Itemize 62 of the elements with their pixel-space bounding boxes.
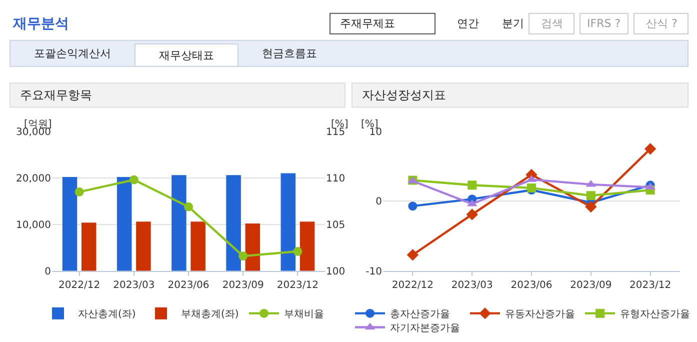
legend-label: 부채비율 — [284, 309, 324, 320]
text: 분기 — [502, 17, 524, 30]
bar — [172, 175, 186, 271]
x-tick-label: 2023/06 — [510, 280, 552, 291]
legend-label: 자기자본증가율 — [390, 323, 460, 334]
legend-label: 자산총계(좌) — [78, 309, 136, 320]
bar — [136, 222, 151, 271]
x-tick-label: 2023/03 — [451, 280, 493, 291]
text: 재무분석 — [12, 16, 69, 32]
point — [238, 252, 248, 261]
point — [408, 202, 418, 211]
text: 재무상태표 — [159, 49, 214, 62]
text: 포괄손익계산서 — [34, 47, 111, 60]
x-tick-label: 2023/09 — [570, 280, 612, 291]
x-tick-label: 2023/12 — [630, 280, 672, 291]
bar — [280, 173, 296, 271]
bar — [62, 177, 78, 271]
bar — [245, 224, 260, 271]
point — [74, 187, 84, 196]
y-tick-label: 20,000 — [16, 173, 51, 184]
bar — [116, 177, 132, 271]
y-tick-label: 0 — [376, 196, 382, 208]
text: 주재무제표 — [340, 17, 395, 30]
point — [644, 143, 656, 155]
y-tick-label: 10,000 — [16, 220, 51, 231]
legend-label: 총자산증가율 — [390, 309, 450, 320]
x-tick-label: 2023/06 — [168, 280, 210, 291]
x-tick-label: 2023/09 — [222, 280, 264, 291]
point — [585, 200, 597, 213]
y2-tick-label: 100 — [326, 266, 346, 278]
y2-tick-label: 105 — [326, 220, 346, 231]
bar — [300, 222, 315, 271]
x-tick-label: 2023/12 — [276, 280, 318, 291]
point — [468, 180, 477, 190]
point — [466, 208, 478, 220]
point — [129, 175, 138, 184]
point — [527, 183, 536, 192]
point — [184, 202, 193, 212]
bar — [190, 222, 206, 271]
x-tick-label: 2022/12 — [392, 280, 434, 291]
point — [293, 246, 302, 256]
y-tick-label: -10 — [366, 266, 382, 278]
bar — [226, 175, 241, 271]
y2-axis-title: [%] — [331, 119, 348, 130]
text: 연간 — [457, 17, 479, 30]
text: IFRS ? — [587, 17, 621, 30]
text: 검색 — [541, 17, 563, 30]
point — [586, 191, 596, 200]
bar — [81, 222, 96, 271]
y-tick-label: 0 — [44, 266, 51, 278]
x-tick-label: 2022/12 — [58, 280, 100, 291]
x-tick-label: 2023/03 — [113, 280, 155, 291]
legend-label: 부채총계(좌) — [181, 309, 239, 320]
y-tick-label: 10 — [369, 126, 382, 138]
text: 현금흐름표 — [262, 47, 317, 60]
chart-title: 자산성장성지표 — [362, 88, 446, 102]
y2-tick-label: 110 — [326, 173, 346, 184]
legend-label: 유형자산증가율 — [620, 309, 690, 320]
point — [406, 249, 419, 261]
chart-title: 주요재무항목 — [20, 88, 92, 102]
legend-label: 유동자산증가율 — [505, 309, 575, 320]
text: 산식 ? — [646, 17, 678, 30]
